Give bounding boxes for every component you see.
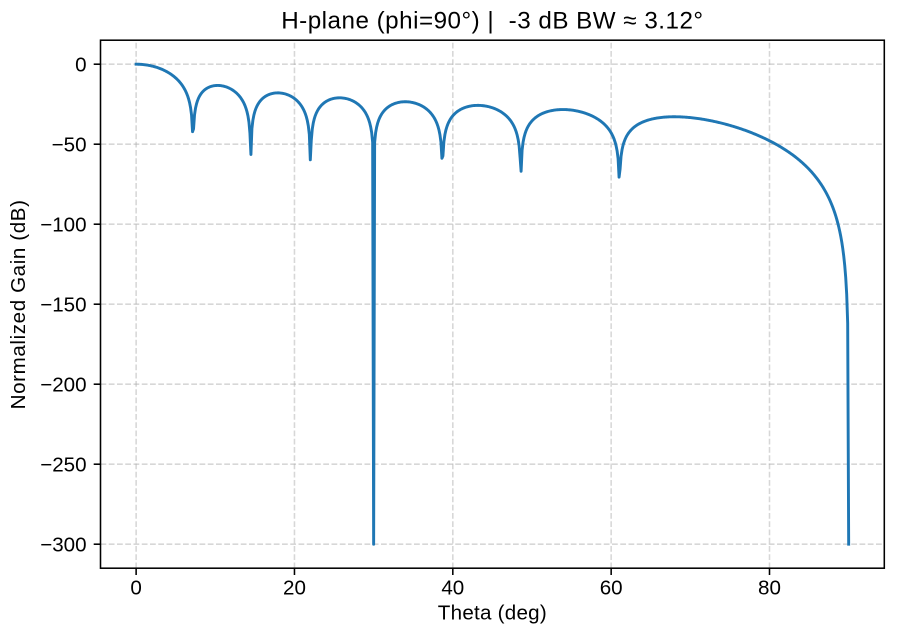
- svg-text:−100: −100: [40, 213, 86, 236]
- svg-text:40: 40: [441, 577, 464, 600]
- svg-text:80: 80: [758, 577, 781, 600]
- svg-text:20: 20: [283, 577, 306, 600]
- svg-text:0: 0: [130, 577, 141, 600]
- svg-text:Theta (deg): Theta (deg): [438, 601, 547, 624]
- svg-text:0: 0: [75, 53, 86, 76]
- svg-text:−200: −200: [40, 373, 86, 396]
- svg-text:−50: −50: [52, 133, 87, 156]
- svg-text:−300: −300: [40, 533, 86, 556]
- svg-text:60: 60: [600, 577, 623, 600]
- svg-text:−250: −250: [40, 453, 86, 476]
- svg-text:−150: −150: [40, 293, 86, 316]
- svg-text:Normalized Gain (dB): Normalized Gain (dB): [7, 199, 30, 409]
- svg-text:H-plane (phi=90°) | -3 dB BW: H-plane (phi=90°) | -3 dB BW ≈ 3.12°: [281, 8, 703, 35]
